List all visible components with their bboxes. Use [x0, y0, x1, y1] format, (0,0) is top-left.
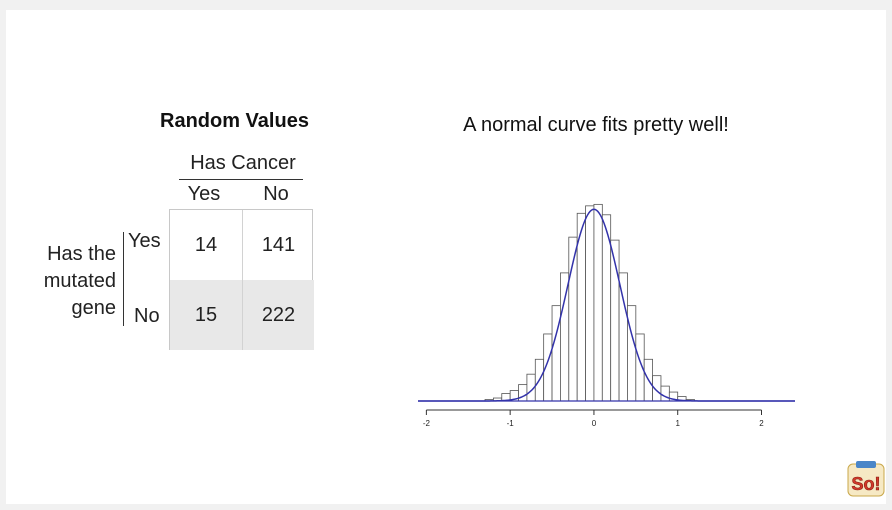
row-group-label-line: mutated	[43, 270, 116, 292]
x-tick-label: -1	[507, 419, 515, 428]
row-label-yes: Yes	[128, 230, 161, 252]
column-group-rule	[179, 179, 303, 180]
x-tick-label: 1	[675, 419, 680, 428]
row-group-label-line: gene	[71, 297, 117, 319]
row-group-rule	[123, 232, 124, 326]
table-cell: 222	[242, 280, 314, 350]
column-label-no: No	[263, 183, 289, 205]
row-group-label: Has the mutated gene	[26, 241, 116, 322]
histogram-bar	[618, 272, 628, 402]
channel-logo-icon: So!	[847, 461, 885, 497]
row-group-label-line: Has the	[47, 243, 116, 265]
contingency-table: 14 141 15 222	[169, 209, 314, 350]
table-title: Random Values	[160, 110, 309, 132]
normal-fit-curve	[418, 208, 795, 402]
histogram-bar	[585, 205, 595, 402]
x-tick-label: -2	[423, 419, 431, 428]
column-label-yes: Yes	[187, 183, 221, 205]
x-tick-label: 0	[592, 419, 597, 428]
row-label-no: No	[134, 305, 160, 327]
slide	[6, 10, 886, 504]
chart-title: A normal curve fits pretty well!	[463, 114, 729, 136]
histogram-bar	[593, 203, 603, 402]
table-cell: 15	[170, 280, 242, 350]
x-tick-label: 2	[759, 419, 764, 428]
svg-text:So!: So!	[852, 474, 881, 494]
histogram-bar	[660, 385, 670, 402]
table-cell: 141	[242, 210, 314, 280]
table-cell: 14	[194, 233, 218, 256]
histogram-bar	[560, 272, 570, 402]
histogram-bar	[518, 384, 528, 402]
column-group-label: Has Cancer	[190, 152, 296, 174]
histogram-chart: -2 -1 0 1 2	[418, 203, 795, 428]
